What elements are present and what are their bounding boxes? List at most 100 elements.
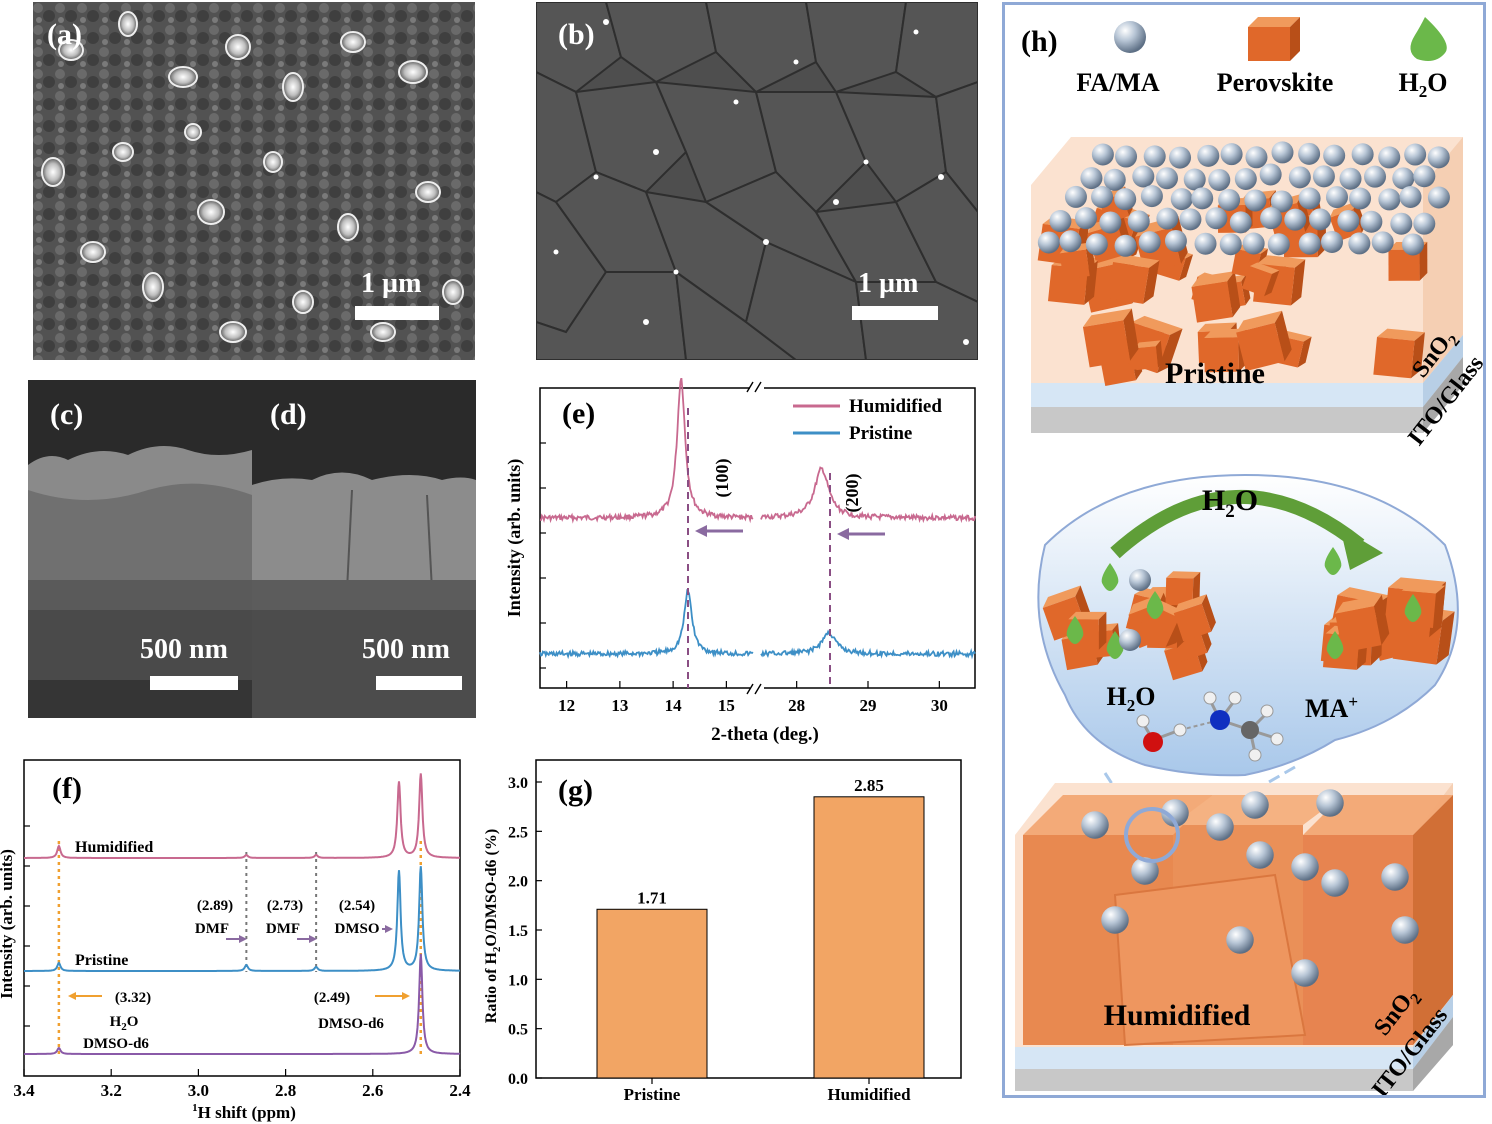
cation-sphere: [1081, 811, 1109, 839]
legend-h2o: H2O: [1399, 68, 1448, 101]
cation-sphere: [1325, 186, 1348, 209]
cation-sphere: [1206, 813, 1234, 841]
cation-sphere: [1064, 185, 1087, 208]
schematic-panel: (h) FA/MA Perovskite H2O Pristine SnO2 I…: [1002, 2, 1489, 1103]
nmr-ylabel: Intensity (arb. units): [0, 849, 16, 999]
cation-sphere: [1378, 188, 1401, 211]
cation-sphere: [1169, 146, 1192, 169]
scale-bar-c: [150, 676, 238, 690]
scale-bar-b: [852, 306, 938, 320]
nmr-dmsod6-label: DMSO-d6: [318, 1016, 384, 1032]
bar-category-label: Humidified: [827, 1085, 911, 1104]
bar-yticks: 0.0 0.5 1.0 1.5 2.0 2.5 3.0: [508, 775, 542, 1088]
cation-sphere: [1348, 232, 1371, 255]
cation-sphere: [1114, 188, 1137, 211]
cation-sphere: [1323, 144, 1346, 167]
bar-ytick-label: 0.0: [508, 1071, 528, 1088]
sphere-icon: [1114, 21, 1146, 53]
cation-sphere: [1371, 231, 1394, 254]
panel-label-f: (f): [52, 772, 82, 805]
scale-text-a: 1 µm: [361, 268, 422, 299]
perovskite-crystal: [1133, 340, 1164, 371]
cation-sphere: [1183, 168, 1206, 191]
legend-perovskite: Perovskite: [1217, 68, 1334, 97]
cross-section-texture-c: [28, 380, 252, 718]
cation-sphere: [1413, 212, 1436, 235]
cation-sphere: [1138, 231, 1161, 254]
nmr-xtick-label: 2.6: [362, 1081, 383, 1100]
nmr-arrows: [226, 925, 393, 943]
cation-sphere: [1080, 167, 1103, 190]
nmr-xlabel: 1H shift (ppm): [192, 1102, 296, 1122]
shift-arrows: [695, 525, 885, 540]
scale-text-c: 500 nm: [140, 634, 228, 665]
nmr-h2o-label: H2O: [110, 1014, 139, 1033]
xrd-yticks: [540, 442, 546, 669]
bubble-h2o-label: H2O: [1202, 484, 1258, 522]
droplet-icon: [1410, 17, 1447, 61]
xrd-curves: [539, 378, 976, 660]
cation-sphere: [1219, 233, 1242, 256]
nmr-xtick-label: 3.2: [101, 1081, 122, 1100]
scale-text-b: 1 µm: [858, 268, 919, 299]
nmr-dmf1-label: DMF: [195, 921, 229, 937]
bar-value-label: 1.71: [637, 888, 667, 907]
cation-sphere: [1339, 167, 1362, 190]
cation-sphere: [1170, 188, 1193, 211]
xrd-xtick-label: 12: [558, 696, 575, 715]
nmr-frame: [23, 759, 461, 1077]
axis-break-bottom: [750, 680, 764, 696]
cation-sphere: [1091, 186, 1114, 209]
cation-sphere: [1260, 207, 1283, 230]
cation-sphere: [1229, 211, 1252, 234]
cation-sphere: [1242, 232, 1265, 255]
xrd-xtick-label: 29: [860, 696, 877, 715]
nmr-dmf2-label: DMF: [266, 921, 300, 937]
nmr-curves: [24, 773, 461, 1055]
legend-label-pristine: Pristine: [849, 423, 912, 444]
cation-sphere: [1360, 210, 1383, 233]
sem-cross-section-c: (c) 500 nm: [28, 380, 252, 718]
cation-sphere: [1291, 853, 1319, 881]
bar-ytick-label: 1.0: [508, 972, 528, 989]
cation-sphere: [1427, 186, 1450, 209]
bar-pristine: [596, 908, 708, 1079]
cation-sphere: [1244, 189, 1267, 212]
perovskite-crystal: [1107, 252, 1160, 306]
bar-ytick-label: 3.0: [508, 775, 528, 792]
panel-label-d: (d): [270, 398, 307, 431]
bar-value-label: 2.85: [854, 776, 884, 795]
nmr-dmf2-value: (2.73): [267, 898, 303, 914]
bar-bars: 1.71 Pristine 2.85 Humidified: [596, 776, 925, 1104]
cation-sphere: [1309, 208, 1332, 231]
panel-label-e: (e): [562, 397, 595, 430]
molecule-ma-label: MA+: [1305, 692, 1358, 723]
xrd-xticks: 12 13 14 15 28 29 30: [558, 681, 948, 715]
cation-sphere: [1245, 146, 1268, 169]
xrd-xlabel: 2-theta (deg.): [711, 724, 819, 745]
molecule-h2o-label: H2O: [1107, 682, 1156, 715]
cation-sphere: [1321, 869, 1349, 897]
break-glyphs: [746, 381, 762, 695]
xrd-xtick-label: 15: [718, 696, 735, 715]
cation-sphere: [1049, 210, 1072, 233]
scale-bar-a: [355, 306, 439, 320]
sem-image-b: (b) 1 µm: [536, 2, 978, 360]
nmr-h2o-value: (3.32): [115, 990, 151, 1006]
cation-sphere: [1291, 959, 1319, 987]
cation-sphere: [1298, 142, 1321, 165]
cation-sphere: [1267, 233, 1290, 256]
xrd-trace-pristine: [539, 588, 754, 660]
scale-text-d: 500 nm: [362, 634, 450, 665]
cation-sphere: [1271, 141, 1294, 164]
cation-sphere: [1312, 165, 1335, 188]
cation-sphere: [1351, 143, 1374, 166]
bar-ylabel: Ratio of H2O/DMSO-d6 (%): [483, 829, 503, 1023]
cation-sphere: [1143, 145, 1166, 168]
cation-sphere: [1241, 791, 1269, 819]
panel-label-g: (g): [558, 774, 593, 807]
bubble-crystal: [1398, 581, 1446, 629]
cation-sphere: [1226, 926, 1254, 954]
nmr-trace-label-pristine: Pristine: [75, 952, 128, 969]
cation-sphere: [1404, 143, 1427, 166]
